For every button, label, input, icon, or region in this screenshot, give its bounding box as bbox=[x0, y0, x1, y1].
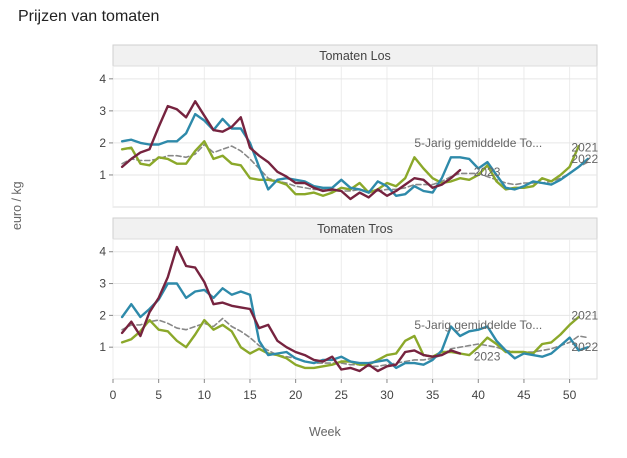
panel-2: Tomaten Tros 1 2 3 4 2021 2022 2023 5-Jarig gemi… bbox=[99, 217, 598, 402]
plot-area bbox=[112, 65, 598, 208]
series-line-2021 bbox=[120, 140, 580, 197]
panel-title: Tomaten Tros bbox=[317, 222, 393, 236]
x-tick-label: 30 bbox=[380, 388, 394, 402]
series-label-2023: 2023 bbox=[474, 165, 501, 179]
x-axis-label: Week bbox=[309, 425, 341, 439]
series-label-avg: 5-Jarig gemiddelde To... bbox=[414, 318, 542, 332]
chart-title: Prijzen van tomaten bbox=[18, 8, 160, 25]
series-line-avg bbox=[121, 143, 589, 192]
series-line-2023 bbox=[120, 245, 462, 373]
y-tick-label: 2 bbox=[99, 136, 106, 150]
x-tick-label: 25 bbox=[335, 388, 349, 402]
x-tick-label: 50 bbox=[563, 388, 577, 402]
x-tick-label: 10 bbox=[198, 388, 212, 402]
y-tick-label: 1 bbox=[99, 168, 106, 182]
x-tick-label: 15 bbox=[243, 388, 257, 402]
series-label-2021: 2021 bbox=[571, 141, 598, 155]
y-tick-label: 1 bbox=[99, 340, 106, 354]
series-label-avg: 5-Jarig gemiddelde To... bbox=[414, 136, 542, 150]
series-label-2021: 2021 bbox=[571, 308, 598, 322]
y-tick-label: 2 bbox=[99, 308, 106, 322]
x-tick-label: 0 bbox=[110, 388, 117, 402]
series-label-2022: 2022 bbox=[571, 152, 598, 166]
x-tick-label: 40 bbox=[472, 388, 486, 402]
x-tick-label: 20 bbox=[289, 388, 303, 402]
y-tick-label: 4 bbox=[99, 72, 106, 86]
y-tick-label: 3 bbox=[99, 104, 106, 118]
series-label-2023: 2023 bbox=[474, 350, 501, 364]
x-tick-label: 35 bbox=[426, 388, 440, 402]
series-label-2022: 2022 bbox=[571, 340, 598, 354]
x-tick-label: 45 bbox=[517, 388, 531, 402]
plot-area bbox=[112, 238, 598, 380]
series-line-2022 bbox=[120, 112, 590, 197]
series-line-2022 bbox=[120, 282, 590, 370]
y-tick-label: 3 bbox=[99, 277, 106, 291]
x-tick-label: 5 bbox=[155, 388, 162, 402]
panel-title: Tomaten Los bbox=[319, 49, 391, 63]
series-line-2023 bbox=[120, 100, 462, 201]
y-tick-label: 4 bbox=[99, 245, 106, 259]
